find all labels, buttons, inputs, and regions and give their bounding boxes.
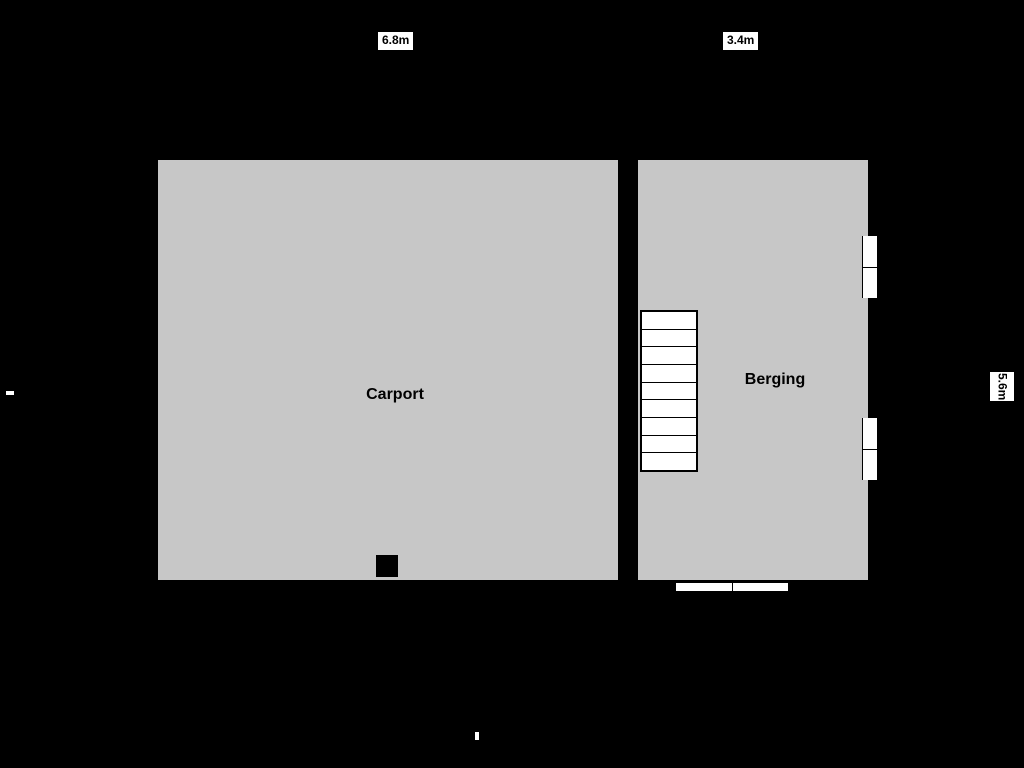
tick-left: [6, 391, 14, 395]
wall-divider: [618, 150, 638, 590]
room-carport: [158, 160, 618, 580]
dim-right: 5.6m: [990, 372, 1014, 401]
window-right-upper: [862, 236, 878, 298]
window-right-lower: [862, 418, 878, 480]
dim-top-right: 3.4m: [723, 32, 758, 50]
carport-bottom-edge: [158, 580, 618, 581]
stairs: [640, 310, 698, 472]
room-label-berging: Berging: [745, 371, 805, 389]
wall-right: [868, 150, 876, 590]
tick-bottom: [475, 732, 479, 740]
window-bottom: [676, 582, 788, 592]
room-label-carport: Carport: [366, 386, 424, 404]
dim-top-left: 6.8m: [378, 32, 413, 50]
pillar: [376, 555, 398, 577]
wall-top: [150, 150, 876, 160]
